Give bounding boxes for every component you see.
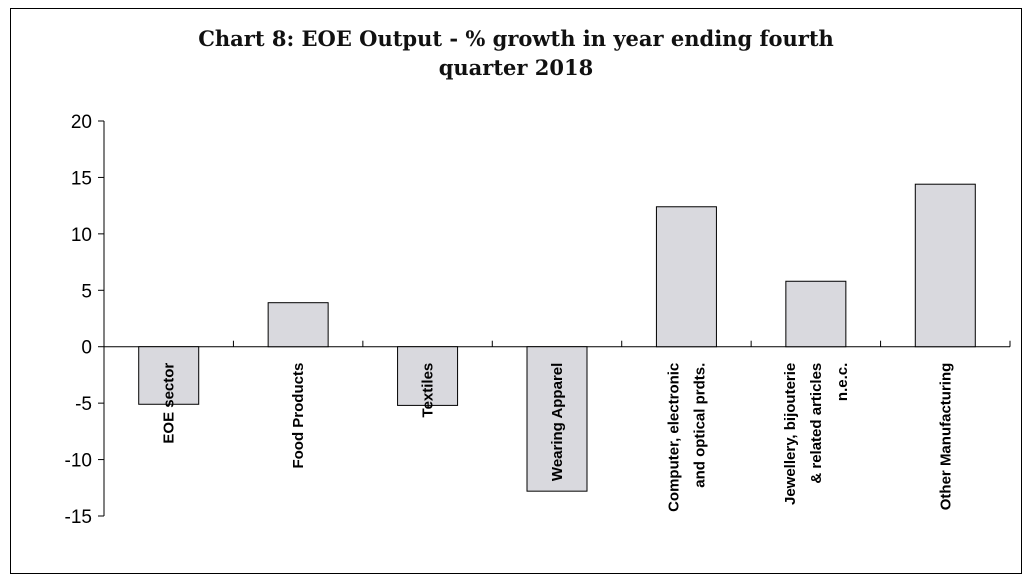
bar (526, 346, 588, 492)
category-label: Computer, electronic and optical prdts. (665, 363, 708, 512)
category-label: Jewellery, bijouterie & related articles n… (782, 363, 851, 505)
y-tick-label: -10 (65, 451, 92, 472)
y-tick-label: 10 (71, 225, 92, 246)
category-label-line: Jewellery, bijouterie (782, 363, 799, 505)
bar (655, 206, 717, 348)
bar (914, 183, 976, 348)
category-label: Food Products (290, 363, 307, 469)
category-label-line: Computer, electronic (665, 363, 682, 512)
category-label-line: Textiles (420, 363, 437, 418)
category-label-line: Wearing Apparel (549, 363, 566, 481)
bar (397, 346, 459, 406)
bar (785, 280, 847, 348)
category-label: Other Manufacturing (937, 363, 954, 511)
chart-title: Chart 8: EOE Output - % growth in year e… (0, 24, 1032, 82)
x-axis (103, 340, 1011, 348)
category-label-line: & related articles (808, 363, 825, 484)
y-tick-label: 15 (71, 168, 92, 189)
category-label: Textiles (420, 363, 437, 418)
y-tick-label: -5 (75, 394, 92, 415)
category-labels: EOE sector Food Products Textiles Wearing A… (161, 363, 955, 512)
y-axis: 20 15 10 5 0 -5 -10 -15 (65, 112, 105, 528)
chart-title-line-2: quarter 2018 (438, 55, 594, 80)
category-label-line: n.e.c. (834, 363, 851, 401)
y-tick-label: -15 (65, 507, 92, 528)
category-label: EOE sector (161, 363, 178, 444)
bar (138, 346, 200, 405)
y-tick-label: 0 (81, 338, 92, 359)
category-label: Wearing Apparel (549, 363, 566, 481)
category-label-line: Other Manufacturing (937, 363, 954, 511)
category-label-line: and optical prdts. (691, 363, 708, 488)
category-label-line: Food Products (290, 363, 307, 469)
y-tick-label: 5 (81, 281, 92, 302)
chart-title-line-1: Chart 8: EOE Output - % growth in year e… (198, 26, 834, 51)
y-tick-label: 20 (71, 112, 92, 133)
category-label-line: EOE sector (161, 363, 178, 444)
bars (138, 183, 976, 492)
chart-frame (10, 8, 1022, 574)
bar (267, 302, 329, 348)
